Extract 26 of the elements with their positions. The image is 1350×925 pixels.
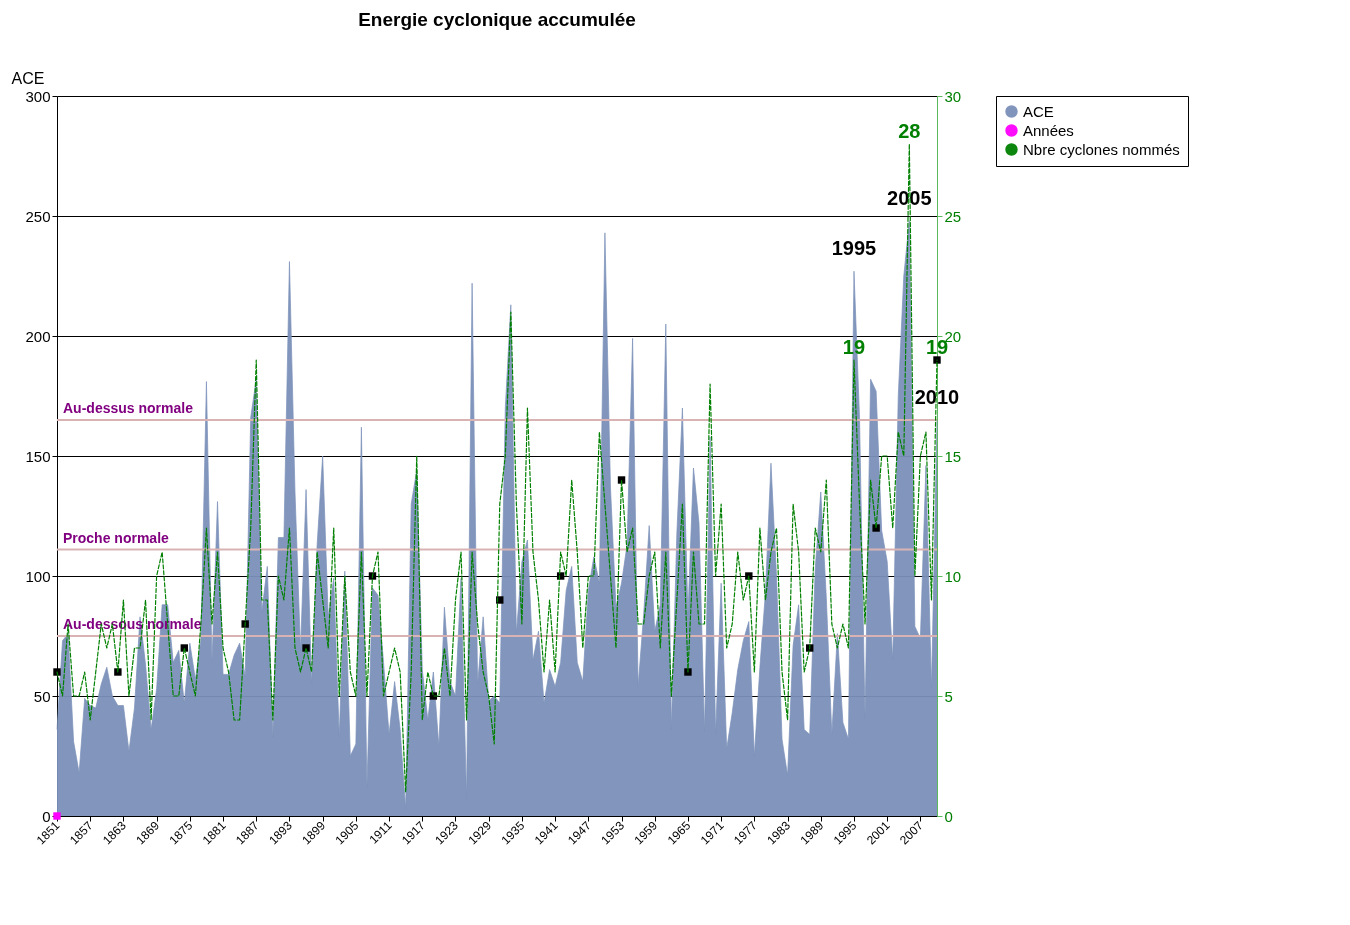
point	[53, 668, 61, 676]
point	[496, 596, 504, 604]
data-label: 28	[898, 120, 921, 142]
y-axis-title: ACE	[11, 69, 45, 87]
point	[933, 356, 941, 364]
y-tick-label: 100	[25, 567, 51, 585]
y2-tick-label: 15	[944, 447, 962, 465]
legend-label: Années	[1023, 121, 1074, 139]
y2-tick-label: 10	[944, 567, 962, 585]
y2-tick-label: 25	[944, 207, 962, 225]
ref-line-label: Proche normale	[63, 529, 170, 546]
y-tick-label: 0	[42, 807, 51, 825]
y-tick-label: 300	[25, 87, 51, 105]
legend-label: ACE	[1023, 102, 1054, 120]
y-tick-label: 150	[25, 447, 51, 465]
annotation: 1995	[831, 237, 877, 260]
ref-line-label: Au-dessus normale	[63, 400, 194, 416]
chart-title: Energie cyclonique accumulée	[358, 9, 636, 30]
y2-tick-label: 5	[944, 687, 953, 705]
y-tick-label: 250	[25, 207, 51, 225]
data-label: 19	[842, 336, 866, 358]
y2-tick-label: 0	[944, 807, 953, 825]
y-tick-label: 50	[33, 687, 51, 705]
y-tick-label: 200	[25, 327, 51, 345]
legend-label: Nbre cyclones nommés	[1023, 140, 1180, 158]
y2-tick-label: 30	[944, 87, 962, 105]
